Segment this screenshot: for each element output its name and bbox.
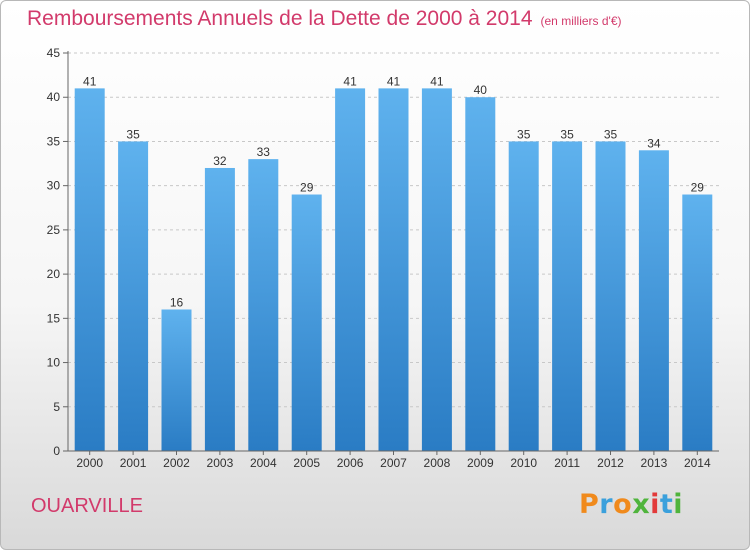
y-tick-label: 10 xyxy=(47,356,61,370)
data-label-2008: 41 xyxy=(430,74,444,88)
x-tick-label-2012: 2012 xyxy=(597,456,624,470)
data-label-2004: 33 xyxy=(257,145,271,159)
bar-2002 xyxy=(161,309,192,451)
x-tick-label-2002: 2002 xyxy=(163,456,190,470)
data-label-2000: 41 xyxy=(83,74,97,88)
logo-letter: i xyxy=(673,489,684,520)
chart-title: Remboursements Annuels de la Dette de 20… xyxy=(27,7,622,31)
data-label-2003: 32 xyxy=(213,154,227,168)
data-label-2012: 35 xyxy=(604,127,618,141)
y-tick-label: 35 xyxy=(47,134,61,148)
y-tick-label: 40 xyxy=(47,90,61,104)
y-tick-label: 45 xyxy=(47,46,61,60)
logo-letter: x xyxy=(632,489,651,520)
x-tick-label-2014: 2014 xyxy=(684,456,711,470)
data-label-2011: 35 xyxy=(560,127,574,141)
chart-subtitle: (en milliers d'€) xyxy=(540,14,622,28)
x-tick-label-2003: 2003 xyxy=(207,456,234,470)
bar-2010 xyxy=(508,141,539,451)
proxiti-logo: Proxiti xyxy=(579,489,683,520)
bar-2013 xyxy=(638,150,669,452)
bar-2000 xyxy=(74,88,105,451)
data-label-2009: 40 xyxy=(474,83,488,97)
bar-2011 xyxy=(552,141,583,451)
bar-2009 xyxy=(465,97,496,451)
y-tick-label: 30 xyxy=(47,179,61,193)
logo-letter: t xyxy=(659,489,674,520)
x-tick-label-2011: 2011 xyxy=(554,456,580,470)
chart-title-text: Remboursements Annuels de la Dette de 20… xyxy=(27,7,533,30)
bar-2014 xyxy=(682,194,713,451)
city-name: OUARVILLE xyxy=(31,495,143,517)
data-label-2001: 35 xyxy=(126,127,140,141)
data-label-2010: 35 xyxy=(517,127,531,141)
bar-2004 xyxy=(248,159,279,451)
bar-2005 xyxy=(291,194,322,451)
x-tick-label-2007: 2007 xyxy=(380,456,407,470)
data-label-2013: 34 xyxy=(647,136,661,150)
logo-letter: o xyxy=(613,489,633,520)
data-label-2006: 41 xyxy=(343,74,357,88)
x-tick-label-2010: 2010 xyxy=(510,456,537,470)
y-tick-label: 20 xyxy=(47,267,61,281)
y-tick-label: 0 xyxy=(53,444,60,458)
y-tick-label: 5 xyxy=(53,400,60,414)
x-tick-label-2005: 2005 xyxy=(293,456,320,470)
logo-letter: r xyxy=(599,489,614,520)
bar-2012 xyxy=(595,141,626,451)
data-label-2014: 29 xyxy=(691,181,705,195)
data-label-2005: 29 xyxy=(300,181,314,195)
bar-2006 xyxy=(335,88,366,451)
x-tick-label-2000: 2000 xyxy=(76,456,103,470)
x-tick-label-2001: 2001 xyxy=(120,456,147,470)
bar-2003 xyxy=(204,167,235,451)
x-tick-label-2004: 2004 xyxy=(250,456,277,470)
x-tick-label-2006: 2006 xyxy=(337,456,364,470)
x-tick-label-2013: 2013 xyxy=(641,456,668,470)
y-tick-label: 15 xyxy=(47,311,61,325)
y-tick-label: 25 xyxy=(47,223,61,237)
bar-2008 xyxy=(421,88,452,451)
bar-2007 xyxy=(378,88,409,451)
bar-2001 xyxy=(118,141,149,451)
logo-letter: P xyxy=(579,489,600,520)
data-label-2002: 16 xyxy=(170,295,184,309)
x-tick-label-2009: 2009 xyxy=(467,456,494,470)
logo-letter: i xyxy=(650,489,660,520)
data-label-2007: 41 xyxy=(387,74,401,88)
x-tick-label-2008: 2008 xyxy=(424,456,451,470)
